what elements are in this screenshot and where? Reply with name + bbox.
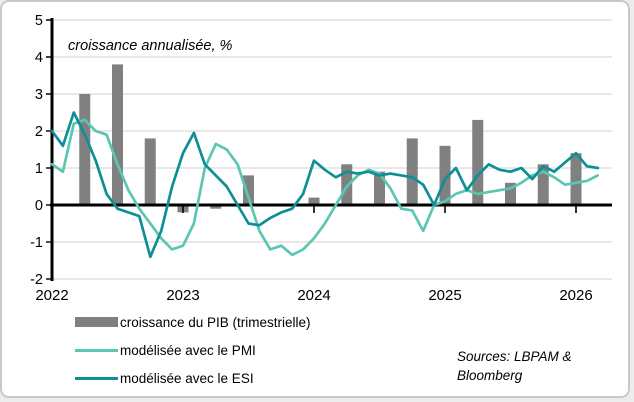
gdp-bar bbox=[537, 164, 549, 205]
esi-line bbox=[50, 111, 600, 259]
y-tick-label: 5 bbox=[35, 13, 43, 29]
y-tick-label: 4 bbox=[35, 50, 43, 66]
x-tick-label: 2024 bbox=[297, 287, 330, 304]
legend-label-pmi: modélisée avec le PMI bbox=[120, 342, 256, 358]
gdp-bar bbox=[570, 153, 582, 205]
gdp-bar bbox=[144, 138, 156, 205]
gdp-bar bbox=[374, 171, 385, 205]
x-tick-label: 2022 bbox=[35, 287, 68, 304]
gdp-bar bbox=[439, 145, 451, 205]
pmi-line-swatch bbox=[75, 348, 118, 352]
legend-label-esi: modélisée avec le ESI bbox=[120, 370, 254, 386]
gdp-bars bbox=[79, 64, 582, 213]
gridlines bbox=[52, 19, 612, 280]
pmi-line bbox=[50, 118, 600, 257]
axes bbox=[46, 18, 612, 281]
y-tick-label: 1 bbox=[35, 161, 43, 177]
legend-item-gdp: croissance du PIB (trimestrielle) bbox=[75, 308, 311, 336]
gdp-bar bbox=[308, 197, 320, 205]
esi-line-swatch bbox=[75, 376, 118, 380]
y-tick-label: -1 bbox=[30, 235, 43, 251]
y-tick-label: 0 bbox=[35, 198, 43, 214]
legend: croissance du PIB (trimestrielle) modéli… bbox=[75, 308, 311, 392]
gdp-bar bbox=[243, 175, 254, 205]
source-note: Sources: LBPAM & Bloomberg bbox=[457, 348, 627, 386]
legend-item-pmi: modélisée avec le PMI bbox=[75, 336, 311, 364]
gdp-bar bbox=[472, 119, 484, 205]
gdp-bar bbox=[505, 182, 516, 205]
legend-label-gdp: croissance du PIB (trimestrielle) bbox=[120, 314, 311, 330]
gdp-bar bbox=[112, 64, 123, 206]
gdp-bar-swatch bbox=[75, 317, 118, 327]
model-lines bbox=[50, 111, 600, 259]
legend-item-esi: modélisée avec le ESI bbox=[75, 364, 311, 392]
x-tick-label: 2025 bbox=[428, 287, 461, 304]
source-note-line1: Sources: LBPAM & bbox=[457, 349, 572, 364]
gdp-bar bbox=[406, 138, 418, 205]
y-tick-label: -2 bbox=[30, 272, 43, 288]
x-tick-label: 2026 bbox=[559, 287, 592, 304]
x-tick-label: 2023 bbox=[166, 287, 199, 304]
y-tick-label: 3 bbox=[35, 87, 43, 103]
chart-title: croissance annualisée, % bbox=[68, 38, 233, 54]
y-tick-label: 2 bbox=[35, 124, 43, 140]
source-note-line2: Bloomberg bbox=[457, 367, 523, 383]
gdp-bar bbox=[79, 94, 91, 205]
gdp-bar bbox=[210, 205, 222, 209]
